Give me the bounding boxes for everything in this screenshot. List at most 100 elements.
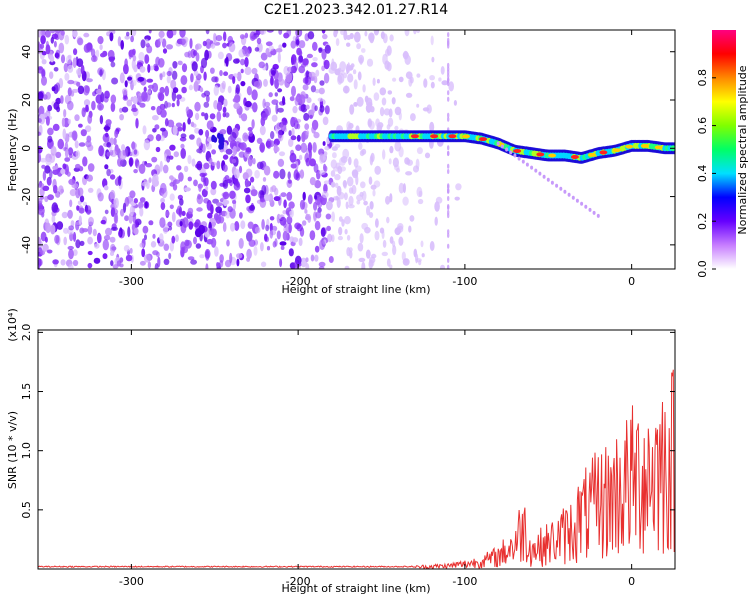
noise-blob bbox=[113, 199, 117, 205]
noise-blob bbox=[313, 75, 318, 84]
spectrogram-x-tick-label: -300 bbox=[119, 275, 144, 288]
noise-blob bbox=[381, 230, 385, 240]
noise-blob bbox=[131, 141, 136, 150]
noise-blob bbox=[168, 252, 172, 260]
noise-blob bbox=[62, 128, 67, 140]
noise-blob bbox=[121, 106, 129, 113]
noise-blob bbox=[49, 30, 56, 34]
noise-blob bbox=[248, 130, 254, 137]
noise-blob bbox=[45, 91, 51, 100]
noise-blob bbox=[146, 180, 150, 190]
noise-blob bbox=[41, 59, 47, 65]
noise-blob bbox=[332, 196, 340, 201]
signal-branch bbox=[550, 180, 554, 185]
signal-branch bbox=[567, 192, 571, 197]
noise-blob bbox=[440, 264, 445, 269]
noise-blob bbox=[398, 146, 404, 158]
signal-peak bbox=[536, 152, 545, 157]
noise-blob bbox=[252, 102, 258, 113]
noise-blob bbox=[262, 177, 267, 182]
noise-blob bbox=[312, 142, 317, 153]
noise-blob bbox=[109, 32, 114, 42]
noise-blob bbox=[60, 30, 65, 36]
noise-blob bbox=[160, 197, 166, 204]
noise-blob bbox=[282, 210, 287, 215]
noise-blob bbox=[169, 193, 175, 201]
noise-blob bbox=[244, 57, 249, 68]
noise-blob bbox=[68, 249, 74, 260]
noise-blob bbox=[310, 254, 315, 262]
noise-blob bbox=[305, 130, 310, 136]
noise-blob bbox=[92, 54, 97, 62]
noise-blob bbox=[83, 99, 91, 107]
noise-blob bbox=[438, 77, 442, 82]
noise-blob bbox=[201, 188, 208, 198]
noise-blob bbox=[190, 259, 198, 265]
noise-blob bbox=[95, 94, 103, 104]
noise-blob bbox=[374, 230, 380, 241]
noise-blob bbox=[238, 238, 244, 249]
noise-blob bbox=[139, 66, 146, 73]
noise-blob bbox=[430, 35, 434, 46]
noise-blob bbox=[290, 135, 297, 141]
noise-blob bbox=[144, 234, 147, 241]
noise-blob bbox=[199, 172, 206, 177]
noise-blob bbox=[348, 122, 354, 129]
noise-blob bbox=[81, 228, 89, 233]
noise-blob bbox=[210, 237, 217, 248]
noise-blob bbox=[447, 96, 450, 102]
noise-blob bbox=[214, 76, 219, 83]
noise-blob bbox=[171, 211, 176, 223]
noise-blob bbox=[72, 30, 78, 38]
noise-blob bbox=[386, 61, 392, 72]
noise-blob bbox=[146, 45, 153, 54]
noise-blob bbox=[69, 199, 73, 208]
noise-blob bbox=[368, 176, 373, 185]
noise-blob bbox=[337, 235, 343, 241]
noise-blob bbox=[306, 53, 313, 59]
noise-blob bbox=[318, 261, 326, 267]
signal-branch bbox=[580, 201, 584, 206]
noise-blob bbox=[319, 105, 325, 113]
noise-blob bbox=[173, 151, 179, 158]
noise-blob bbox=[170, 79, 177, 90]
noise-blob bbox=[99, 115, 104, 125]
noise-blob bbox=[388, 158, 392, 165]
noise-blob bbox=[271, 114, 278, 122]
noise-blob bbox=[416, 103, 420, 108]
noise-blob bbox=[50, 36, 54, 44]
noise-blob bbox=[264, 233, 268, 242]
noise-blob bbox=[44, 30, 51, 38]
snr-y-tick-label: 0.5 bbox=[20, 501, 33, 518]
noise-blob bbox=[135, 118, 139, 129]
noise-blob bbox=[55, 49, 61, 60]
noise-blob bbox=[279, 258, 283, 268]
noise-blob bbox=[138, 51, 145, 61]
noise-blob bbox=[67, 209, 73, 219]
colorbar-gradient bbox=[712, 30, 736, 269]
noise-blob bbox=[216, 101, 223, 112]
noise-blob bbox=[41, 164, 46, 169]
noise-blob bbox=[217, 51, 224, 60]
noise-blob bbox=[68, 178, 76, 185]
noise-blob bbox=[163, 258, 170, 265]
noise-blob bbox=[181, 210, 186, 216]
noise-blob bbox=[405, 71, 413, 79]
noise-blob bbox=[87, 163, 95, 172]
noise-blob bbox=[189, 134, 195, 140]
signal-branch bbox=[525, 162, 529, 167]
noise-blob bbox=[45, 222, 51, 234]
noise-blob bbox=[156, 251, 160, 258]
noise-blob bbox=[196, 137, 202, 147]
noise-blob bbox=[210, 67, 215, 74]
noise-blob bbox=[168, 226, 173, 231]
noise-blob bbox=[250, 176, 255, 183]
noise-blob bbox=[405, 92, 413, 98]
noise-blob bbox=[67, 245, 74, 250]
noise-blob bbox=[209, 113, 216, 120]
noise-blob bbox=[274, 78, 279, 90]
noise-blob bbox=[46, 249, 53, 254]
noise-blob bbox=[159, 160, 163, 172]
noise-blob bbox=[245, 49, 250, 57]
noise-blob bbox=[97, 192, 104, 202]
